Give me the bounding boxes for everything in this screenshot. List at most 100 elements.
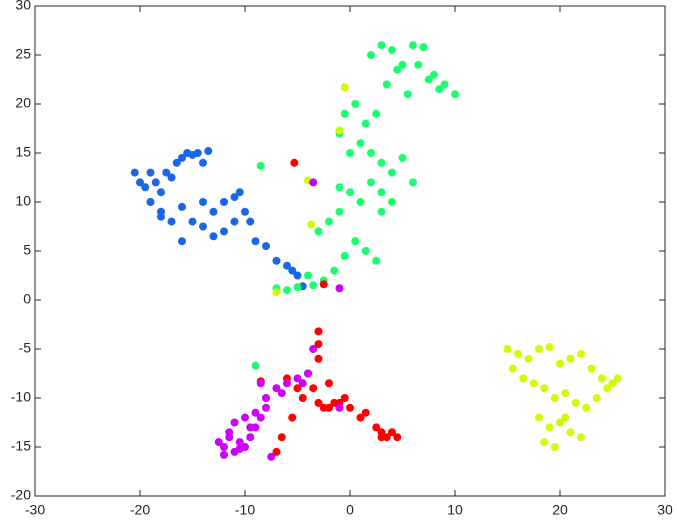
point: [335, 403, 344, 412]
y-tick-label: -5: [19, 340, 32, 356]
point: [430, 70, 438, 79]
point: [319, 403, 328, 412]
point: [393, 433, 402, 442]
point: [603, 384, 612, 393]
point: [230, 418, 239, 427]
point: [172, 158, 181, 167]
point: [230, 193, 239, 202]
point: [556, 418, 564, 427]
point: [535, 413, 543, 422]
point: [199, 158, 207, 167]
point: [167, 217, 176, 226]
point: [151, 178, 160, 187]
point: [524, 354, 533, 363]
point: [235, 444, 244, 453]
point: [314, 327, 323, 336]
point: [256, 161, 265, 170]
point: [372, 256, 381, 265]
point: [314, 340, 323, 349]
plot-frame: [34, 5, 666, 497]
point: [571, 398, 580, 407]
point: [356, 413, 365, 422]
point: [340, 109, 349, 118]
y-tick-label: 20: [15, 95, 31, 111]
point: [535, 345, 543, 353]
point: [136, 178, 144, 187]
point: [157, 212, 165, 221]
point: [235, 438, 244, 447]
point: [545, 343, 554, 352]
x-tick-label: 20: [552, 502, 568, 518]
x-tick-label: 10: [447, 502, 463, 518]
point: [298, 379, 307, 388]
point: [309, 178, 318, 187]
point: [377, 207, 386, 216]
point: [188, 217, 197, 226]
point: [540, 438, 549, 447]
x-tick-label: -30: [25, 502, 45, 518]
point: [382, 80, 391, 89]
point: [199, 198, 207, 206]
point: [340, 83, 349, 92]
point: [146, 168, 155, 177]
y-tick-label: 25: [15, 46, 31, 62]
point: [277, 389, 286, 398]
point: [388, 168, 396, 177]
point: [361, 408, 370, 417]
y-tick-label: -15: [11, 438, 31, 454]
point: [283, 286, 291, 295]
point: [199, 222, 207, 231]
point: [503, 345, 512, 353]
point: [377, 41, 386, 50]
y-tick-label: -20: [11, 487, 31, 503]
y-tick-label: 5: [23, 242, 31, 258]
point: [545, 423, 554, 432]
point: [193, 149, 202, 157]
point: [393, 65, 402, 74]
point: [519, 374, 528, 383]
point: [309, 345, 318, 353]
point: [251, 408, 260, 417]
point: [319, 280, 328, 289]
point: [582, 403, 591, 412]
point: [293, 384, 302, 393]
point: [367, 149, 375, 157]
point: [309, 384, 318, 393]
point: [335, 207, 344, 216]
point: [293, 374, 302, 383]
point: [361, 119, 370, 128]
point: [235, 188, 244, 197]
point: [372, 109, 381, 118]
y-tick-label: 30: [15, 0, 31, 13]
point: [262, 394, 270, 402]
point: [608, 379, 617, 388]
point: [214, 438, 223, 447]
point: [388, 428, 396, 437]
point: [356, 139, 365, 148]
point: [290, 158, 299, 167]
point: [409, 41, 417, 50]
point: [241, 413, 249, 422]
point: [157, 188, 165, 197]
point: [398, 60, 407, 69]
point: [346, 403, 354, 412]
x-tick-label: -10: [235, 502, 255, 518]
point: [272, 447, 281, 456]
point: [372, 423, 381, 432]
point: [335, 126, 344, 135]
point: [435, 85, 444, 94]
point: [540, 384, 549, 393]
point: [178, 153, 186, 162]
point: [209, 207, 218, 216]
point: [267, 452, 276, 461]
point: [330, 398, 339, 407]
point: [272, 288, 281, 297]
point: [388, 198, 396, 206]
point: [550, 443, 559, 451]
point: [246, 433, 255, 442]
point: [283, 379, 291, 388]
point: [314, 354, 323, 363]
point: [309, 281, 318, 290]
point: [225, 428, 234, 437]
point: [146, 198, 155, 206]
